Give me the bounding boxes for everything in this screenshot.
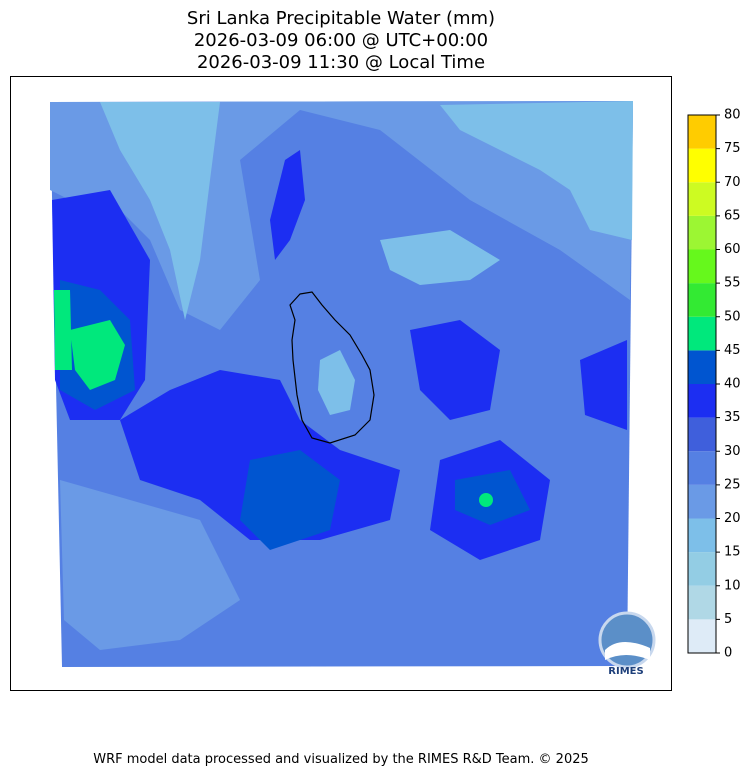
colorbar-tick-label: 80: [724, 108, 741, 123]
field-band: [440, 101, 633, 240]
logo-emblem: [598, 611, 656, 669]
field-band: [410, 320, 500, 420]
colorbar-tick-label: 30: [724, 444, 741, 459]
logo-text: RIMES: [608, 666, 643, 677]
field-band: [100, 102, 220, 320]
colorbar-segment: [688, 148, 716, 183]
field-band: [240, 450, 340, 550]
colorbar-segment: [688, 417, 716, 452]
colorbar-tick-label: 35: [724, 410, 741, 425]
field-band: [318, 350, 355, 415]
colorbar-tick-label: 0: [724, 646, 732, 661]
colorbar-tick-label: 5: [724, 612, 732, 627]
colorbar-segment: [688, 350, 716, 384]
colorbar-segment: [688, 215, 716, 250]
colorbar-tick-label: 15: [724, 545, 741, 560]
colorbar-tick-label: 20: [724, 511, 741, 526]
field-band: [60, 480, 240, 650]
colorbar-segment: [688, 585, 716, 620]
footer: WRF model data processed and visualized …: [93, 752, 589, 767]
colorbar-tick-label: 65: [724, 208, 741, 223]
title-line: 2026-03-09 06:00 @ UTC+00:00: [194, 30, 488, 51]
colorbar-segment: [688, 518, 716, 553]
colorbar-segment: [688, 316, 716, 351]
colorbar-segment: [688, 552, 716, 586]
field-band: [580, 340, 627, 430]
field-band: [54, 290, 125, 390]
coastline: [289, 291, 375, 444]
colorbar-segment: [688, 384, 716, 418]
colorbar-tick-label: 10: [724, 578, 741, 593]
colorbar-segment: [688, 283, 716, 317]
title-line: Sri Lanka Precipitable Water (mm): [187, 8, 495, 29]
colorbar-tick-label: 45: [724, 343, 741, 358]
field-band: [270, 150, 305, 260]
title-line: 2026-03-09 11:30 @ Local Time: [197, 52, 485, 73]
colorbar-tick-label: 60: [724, 242, 741, 257]
colorbar-segment: [688, 249, 716, 284]
colorbar-segment: [688, 182, 716, 216]
colorbar-tick-label: 50: [724, 309, 741, 324]
colorbar-tick-label: 25: [724, 477, 741, 492]
colorbar: 0 5 10 15 20 25 30 35 40 45 50 55 60 65 70 75 80: [687, 108, 741, 661]
colorbar-tick-label: 75: [724, 141, 741, 156]
colorbar-tick-label: 55: [724, 276, 741, 291]
logo-wave: [605, 641, 650, 660]
colorbar-segment: [688, 115, 716, 149]
field: [50, 101, 633, 667]
logo: RIMES: [598, 611, 656, 677]
field-band: [479, 493, 493, 507]
field-band: [380, 230, 500, 285]
colorbar-segment: [688, 484, 716, 519]
colorbar-tick-label: 70: [724, 175, 741, 190]
colorbar-segment: [688, 451, 716, 485]
colorbar-tick-label: 40: [724, 377, 741, 392]
colorbar-segment: [688, 619, 716, 653]
